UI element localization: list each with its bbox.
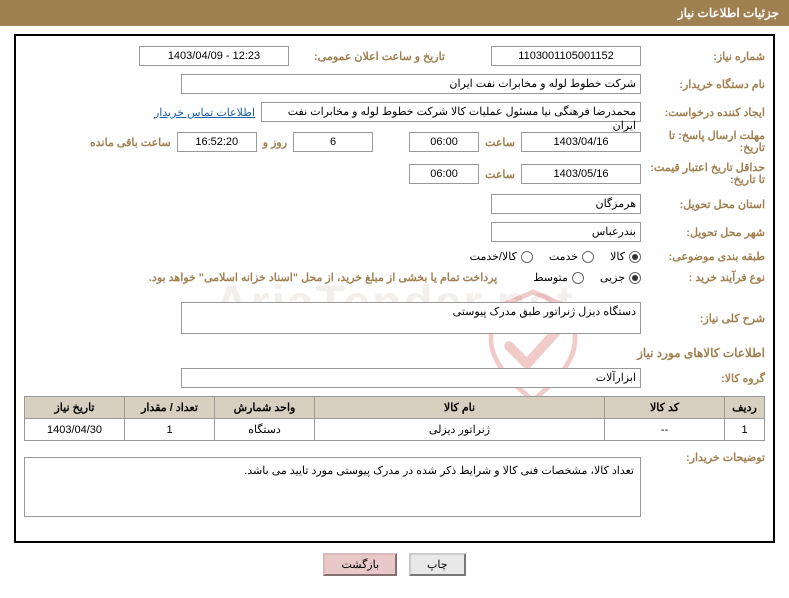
row-overall-desc: شرح کلی نیاز: دستگاه دیزل ژنراتور طبق مد… [24, 302, 765, 334]
label-subject-cat: طبقه بندی موضوعی: [647, 250, 765, 263]
field-buyer-org: شرکت خطوط لوله و مخابرات نفت ایران [181, 74, 641, 94]
field-remaining-time: 16:52:20 [177, 132, 257, 152]
label-remaining: ساعت باقی مانده [90, 136, 171, 149]
page-header: جزئیات اطلاعات نیاز [0, 0, 789, 26]
row-buyer-org: نام دستگاه خریدار: شرکت خطوط لوله و مخاب… [24, 74, 765, 94]
label-announce-datetime: تاریخ و ساعت اعلان عمومی: [295, 50, 445, 63]
radio-process-minor[interactable]: جزیی [600, 271, 641, 284]
label-buyer-org: نام دستگاه خریدار: [647, 78, 765, 91]
row-city: شهر محل تحویل: بندرعباس [24, 222, 765, 242]
label-hour-2: ساعت [485, 168, 515, 181]
row-subject-cat: طبقه بندی موضوعی: کالا خدمت کالا/خدمت [24, 250, 765, 263]
label-requester: ایجاد کننده درخواست: [647, 106, 765, 119]
th-date: تاریخ نیاز [25, 397, 125, 419]
field-validity-date: 1403/05/16 [521, 164, 641, 184]
label-city: شهر محل تحویل: [647, 226, 765, 239]
td-code: -- [605, 419, 725, 441]
field-city: بندرعباس [491, 222, 641, 242]
field-goods-group: ابزارآلات [181, 368, 641, 388]
radio-group-process: جزیی متوسط [533, 271, 641, 284]
label-validity: حداقل تاریخ اعتبار قیمت: تا تاریخ: [647, 162, 765, 186]
td-qty: 1 [125, 419, 215, 441]
td-row: 1 [725, 419, 765, 441]
label-deadline: مهلت ارسال پاسخ: تا تاریخ: [647, 130, 765, 154]
label-request-number: شماره نیاز: [647, 50, 765, 63]
field-overall-desc: دستگاه دیزل ژنراتور طبق مدرک پیوستی [181, 302, 641, 334]
radio-label: کالا/خدمت [470, 250, 517, 263]
field-deadline-date: 1403/04/16 [521, 132, 641, 152]
table-header-row: ردیف کد کالا نام کالا واحد شمارش تعداد /… [25, 397, 765, 419]
button-bar: چاپ بازگشت [0, 553, 789, 576]
field-validity-time: 06:00 [409, 164, 479, 184]
radio-process-medium[interactable]: متوسط [533, 271, 584, 284]
row-process: نوع فرآیند خرید : جزیی متوسط پرداخت تمام… [24, 271, 765, 284]
radio-label: متوسط [533, 271, 568, 284]
field-announce-datetime: 1403/04/09 - 12:23 [139, 46, 289, 66]
th-unit: واحد شمارش [215, 397, 315, 419]
label-days-and: روز و [263, 136, 287, 149]
radio-icon [629, 272, 641, 284]
field-requester: محمدرضا فرهنگی نیا مسئول عملیات کالا شرک… [261, 102, 641, 122]
td-unit: دستگاه [215, 419, 315, 441]
radio-subject-goods[interactable]: کالا [610, 250, 641, 263]
td-name: ژنراتور دیزلی [315, 419, 605, 441]
row-goods-group: گروه کالا: ابزارآلات [24, 368, 765, 388]
th-qty: تعداد / مقدار [125, 397, 215, 419]
back-button[interactable]: بازگشت [323, 553, 397, 576]
radio-icon [629, 251, 641, 263]
field-deadline-time: 06:00 [409, 132, 479, 152]
label-hour-1: ساعت [485, 136, 515, 149]
radio-subject-both[interactable]: کالا/خدمت [470, 250, 533, 263]
row-province: استان محل تحویل: هرمزگان [24, 194, 765, 214]
radio-icon [572, 272, 584, 284]
radio-group-subject: کالا خدمت کالا/خدمت [470, 250, 641, 263]
th-code: کد کالا [605, 397, 725, 419]
radio-icon [521, 251, 533, 263]
label-province: استان محل تحویل: [647, 198, 765, 211]
radio-label: جزیی [600, 271, 625, 284]
row-validity: حداقل تاریخ اعتبار قیمت: تا تاریخ: 1403/… [24, 162, 765, 186]
page-title: جزئیات اطلاعات نیاز [678, 6, 779, 20]
radio-icon [582, 251, 594, 263]
table-row: 1 -- ژنراتور دیزلی دستگاه 1 1403/04/30 [25, 419, 765, 441]
field-buyer-desc: تعداد کالا، مشخصات فنی کالا و شرایط ذکر … [24, 457, 641, 517]
print-button[interactable]: چاپ [409, 553, 466, 576]
label-buyer-desc: توضیحات خریدار: [647, 451, 765, 464]
label-goods-group: گروه کالا: [647, 372, 765, 385]
radio-subject-service[interactable]: خدمت [549, 250, 594, 263]
field-province: هرمزگان [491, 194, 641, 214]
field-request-number: 1103001105001152 [491, 46, 641, 66]
field-remaining-days: 6 [293, 132, 373, 152]
th-name: نام کالا [315, 397, 605, 419]
radio-label: خدمت [549, 250, 578, 263]
label-process: نوع فرآیند خرید : [647, 271, 765, 284]
row-request-number: شماره نیاز: 1103001105001152 تاریخ و ساع… [24, 46, 765, 66]
th-row: ردیف [725, 397, 765, 419]
row-buyer-desc: توضیحات خریدار: تعداد کالا، مشخصات فنی ک… [24, 451, 765, 517]
content-panel: AriaTender.net شماره نیاز: 1103001105001… [14, 34, 775, 543]
row-deadline: مهلت ارسال پاسخ: تا تاریخ: 1403/04/16 سا… [24, 130, 765, 154]
goods-table: ردیف کد کالا نام کالا واحد شمارش تعداد /… [24, 396, 765, 441]
td-date: 1403/04/30 [25, 419, 125, 441]
label-overall-desc: شرح کلی نیاز: [647, 312, 765, 325]
link-buyer-contact[interactable]: اطلاعات تماس خریدار [154, 106, 255, 119]
radio-label: کالا [610, 250, 625, 263]
payment-note: پرداخت تمام یا بخشی از مبلغ خرید، از محل… [149, 271, 497, 284]
section-goods-info: اطلاعات کالاهای مورد نیاز [24, 346, 765, 360]
row-requester: ایجاد کننده درخواست: محمدرضا فرهنگی نیا … [24, 102, 765, 122]
